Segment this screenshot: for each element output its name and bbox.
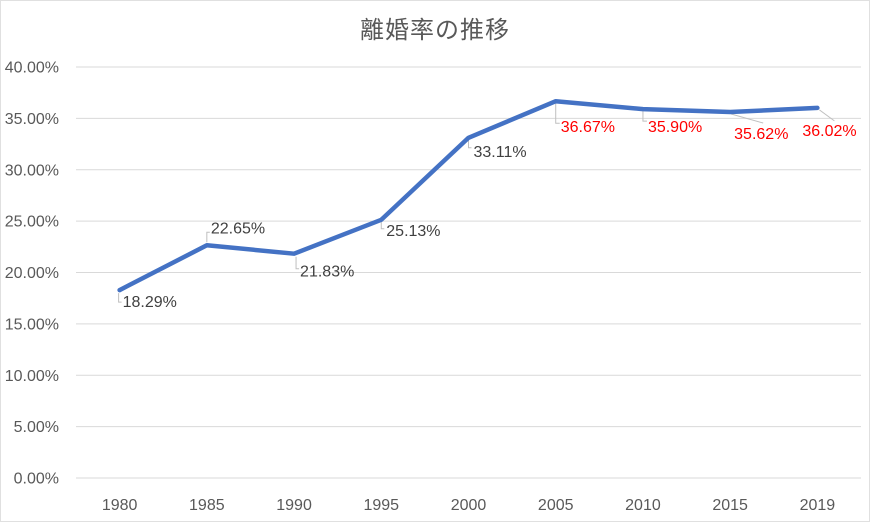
chart-title: 離婚率の推移 [360,17,510,44]
data-point-label: 35.62% [734,126,788,143]
data-point-label: 25.13% [386,223,440,240]
x-axis-tick-label: 2005 [538,497,574,514]
data-label-leader-line [468,139,472,149]
x-axis-tick-label: 1995 [363,497,399,514]
data-label-leader-line [642,111,647,122]
data-label-leader-line [380,221,385,230]
y-axis-tick-label: 35.00% [5,111,59,128]
data-point-label: 36.02% [802,123,856,140]
data-label-leader-line [819,109,835,122]
data-label-leader-line [118,293,122,303]
data-point-label: 33.11% [474,144,527,161]
y-axis-tick-label: 0.00% [14,471,59,488]
data-point-label: 22.65% [211,220,265,237]
y-axis-tick-label: 30.00% [5,162,59,179]
x-axis-tick-label: 2019 [800,497,836,514]
data-point-label: 35.90% [648,119,702,136]
data-point-label: 18.29% [123,294,177,311]
y-axis-tick-label: 5.00% [14,419,59,436]
x-axis-tick-label: 2010 [625,497,661,514]
y-axis-tick-label: 15.00% [5,316,59,333]
x-axis-tick-label: 1990 [276,497,312,514]
data-label-leader-line [555,103,560,124]
data-point-label: 36.67% [561,119,615,136]
data-label-leader-line [731,113,764,124]
x-axis-tick-label: 1985 [189,497,225,514]
data-label-leader-line [206,231,210,243]
x-axis-tick-label: 2015 [712,497,748,514]
y-axis-tick-label: 10.00% [5,368,59,385]
y-axis-tick-label: 25.00% [5,214,59,231]
y-axis-tick-label: 20.00% [5,265,59,282]
data-label-leader-line [295,256,300,270]
x-axis-tick-label: 2000 [451,497,487,514]
x-axis-tick-label: 1980 [102,497,138,514]
y-axis-tick-label: 40.00% [5,60,59,77]
series-line [117,98,820,293]
data-point-label: 21.83% [300,264,354,281]
